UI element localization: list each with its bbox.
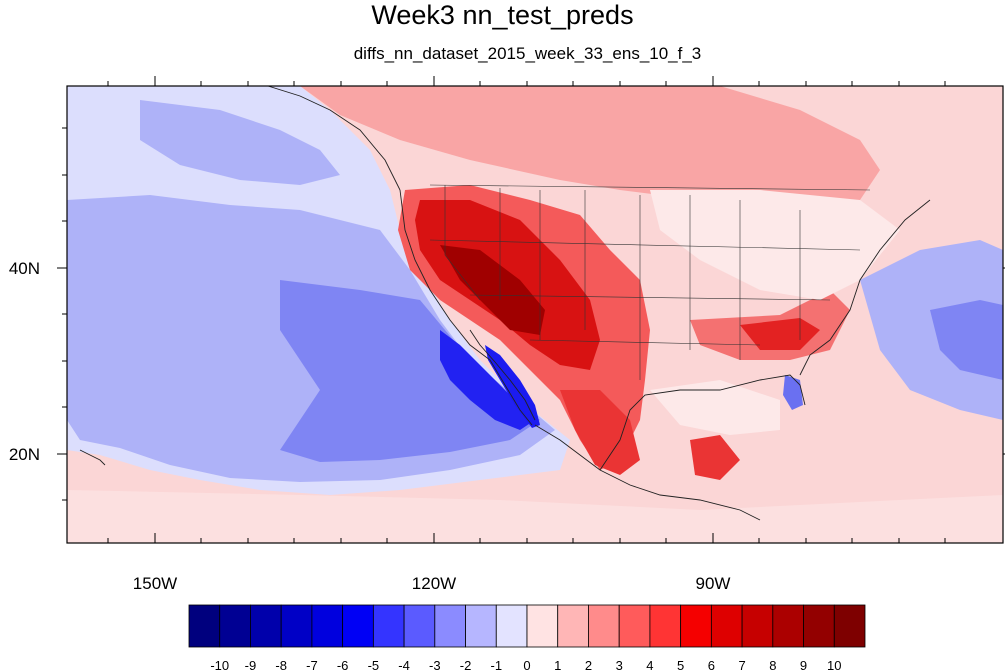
colorbar-swatch: [833, 604, 866, 648]
data-field: [67, 86, 1003, 543]
colorbar-label: -8: [275, 658, 287, 672]
y-tick-label: 40N: [9, 259, 40, 278]
florida-blue: [783, 375, 803, 410]
gulf-of-mexico-pale: [650, 380, 780, 435]
colorbar-swatch: [741, 604, 774, 648]
colorbar-swatch: [280, 604, 313, 648]
colorbar-label: 7: [738, 658, 745, 672]
x-tick-label: 120W: [412, 574, 456, 593]
colorbar-swatch: [403, 604, 436, 648]
colorbar-label: 4: [646, 658, 653, 672]
colorbar-label: 5: [677, 658, 684, 672]
gulf-of-california-blue: [485, 345, 540, 428]
colorbar-swatch: [526, 604, 559, 648]
plot-title: Week3 nn_test_preds: [371, 0, 634, 30]
colorbar-label: 2: [585, 658, 592, 672]
pacific-blue-core: [280, 280, 540, 462]
north-light-red: [300, 86, 880, 210]
colorbar-swatch: [311, 604, 344, 648]
coastlines: [79, 86, 931, 521]
colorbar-swatch: [188, 604, 221, 648]
y-tick-label: 20N: [9, 445, 40, 464]
plot-subtitle: diffs_nn_dataset_2015_week_33_ens_10_f_3: [353, 44, 702, 63]
atlantic-blue-core: [930, 300, 1003, 380]
colorbar-label: -10: [210, 658, 229, 672]
x-ticks: [107, 76, 946, 543]
pacific-upper-blue-lobe: [140, 100, 340, 185]
baja-deep-blue: [440, 330, 535, 430]
colorbar-swatch: [588, 604, 620, 648]
colorbar-label: -2: [460, 658, 472, 672]
colorbar-label: 3: [616, 658, 623, 672]
colorbar-label: 10: [827, 658, 841, 672]
colorbar-swatch: [342, 604, 374, 648]
colorbar-swatch: [219, 604, 251, 648]
colorbar-label: -9: [245, 658, 257, 672]
colorbar-swatch: [803, 604, 835, 648]
colorbar-label: 1: [554, 658, 561, 672]
colorbar-swatch: [680, 604, 712, 648]
colorbar-swatch: [649, 604, 682, 648]
northeast-us-near-zero: [650, 190, 900, 300]
colorbar-swatch: [495, 604, 528, 648]
colorbar-label: -5: [368, 658, 380, 672]
colorbar-label: -1: [490, 658, 502, 672]
political-borders: [429, 184, 871, 380]
colorbar-label: -7: [306, 658, 318, 672]
colorbar-swatch: [250, 604, 282, 648]
colorbar: -10 -9 -8 -7 -6 -5 -4 -3 -2 -1 0 1 2 3 4 5 6 7 8 9 10: [188, 604, 866, 672]
central-america-red: [690, 435, 740, 480]
colorbar-label: 9: [800, 658, 807, 672]
colorbar-swatch: [434, 604, 466, 648]
colorbar-swatch: [557, 604, 589, 648]
x-tick-label: 90W: [696, 574, 731, 593]
tropical-pale-band: [67, 490, 1003, 543]
x-tick-label: 150W: [133, 574, 177, 593]
colorbar-label: 8: [769, 658, 776, 672]
colorbar-label: 6: [708, 658, 715, 672]
great-basin-darkest-red: [440, 245, 545, 335]
colorbar-label: -4: [398, 658, 410, 672]
colorbar-label: -6: [337, 658, 349, 672]
atlantic-blue-region: [860, 240, 1003, 420]
colorbar-swatch: [710, 604, 743, 648]
colorbar-swatch: [372, 604, 405, 648]
colorbar-swatch: [618, 604, 651, 648]
mexico-red: [560, 390, 640, 475]
colorbar-swatch: [465, 604, 497, 648]
colorbar-swatch: [772, 604, 804, 648]
colorbar-label: -3: [429, 658, 441, 672]
colorbar-label: 0: [523, 658, 530, 672]
y-ticks: [57, 127, 1005, 501]
